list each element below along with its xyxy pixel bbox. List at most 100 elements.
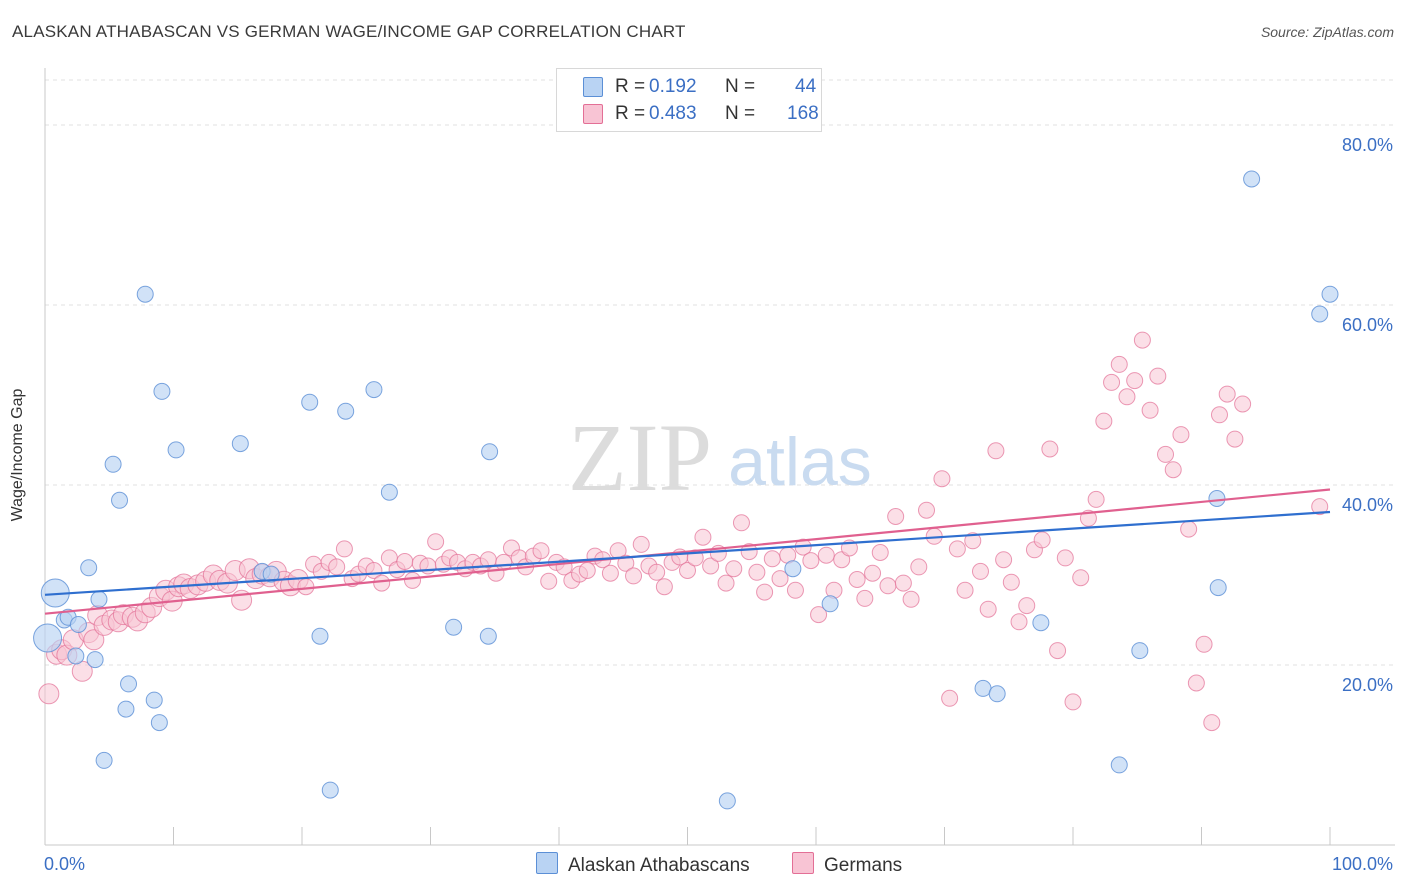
germans-point [856, 589, 874, 607]
germans-point [1180, 520, 1198, 538]
germans-point [1010, 613, 1028, 631]
germans-point [948, 540, 966, 558]
germans-point [1172, 426, 1190, 444]
athabascans-point [1032, 614, 1050, 632]
germans-point [396, 553, 414, 570]
germans-point [578, 562, 596, 579]
germans-point [1056, 549, 1074, 567]
athabascans-point [104, 455, 122, 473]
germans-point [540, 572, 558, 590]
athabascans-point [90, 590, 108, 608]
bottom-legend-label: Germans [824, 855, 903, 876]
germans-point [995, 551, 1013, 569]
germans-point [1311, 498, 1329, 516]
germans-point [748, 563, 766, 581]
watermark: ZIP atlas [568, 404, 872, 511]
germans-point [373, 574, 391, 592]
germans-point [1157, 445, 1175, 463]
athabascans-point [150, 714, 168, 732]
germans-point [902, 590, 920, 608]
bottom-legend-label: Alaskan Athabascans [568, 855, 750, 876]
x-tick-label: 100.0% [1332, 854, 1393, 874]
germans-point [1018, 597, 1036, 615]
germans-point [956, 581, 974, 599]
athabascans-point [95, 751, 113, 769]
germans-point [971, 562, 989, 580]
germans-point [632, 535, 650, 553]
correlation-legend: R = 0.192 N = 44 R = 0.483 N = 168 [556, 68, 822, 132]
germans-point [910, 558, 928, 576]
legend-swatch-pink [583, 104, 603, 124]
germans-point [979, 600, 997, 618]
series-germans-points [38, 331, 1329, 732]
athabascans-point [136, 285, 154, 303]
athabascans-point [337, 402, 355, 420]
series-athabascans-points [33, 170, 1339, 810]
germans-point [297, 578, 315, 596]
athabascans-point [33, 623, 63, 653]
legend-swatch-blue [583, 77, 603, 97]
athabascans-point [988, 685, 1006, 703]
germans-point [1064, 693, 1082, 711]
germans-point [335, 540, 353, 558]
germans-point [933, 470, 951, 488]
germans-point [871, 544, 889, 561]
germans-point [786, 581, 804, 599]
germans-point [404, 571, 422, 589]
bottom-legend-swatch-pink [792, 852, 814, 874]
germans-point [1226, 430, 1244, 448]
watermark-atlas: atlas [728, 424, 872, 500]
athabascans-point [111, 491, 129, 509]
tick-labels: 20.0% 40.0% 60.0% 80.0% 0.0% 100.0% [44, 135, 1393, 874]
athabascans-point [481, 443, 499, 461]
germans-point [887, 508, 905, 525]
legend-r-label: R = [615, 76, 646, 97]
germans-point [941, 689, 959, 707]
germans-point [617, 554, 635, 572]
athabascans-point [1311, 305, 1329, 323]
athabascans-point [120, 675, 138, 693]
germans-point [771, 570, 789, 588]
trend-lines [44, 488, 1331, 615]
chart-title: ALASKAN ATHABASCAN VS GERMAN WAGE/INCOME… [12, 22, 686, 41]
legend-r-label: R = [615, 103, 646, 124]
y-tick-label: 60.0% [1342, 315, 1393, 335]
germans-point [1095, 412, 1113, 430]
germans-point [419, 557, 437, 575]
germans-point [918, 501, 936, 519]
germans-point [1033, 531, 1051, 549]
germans-point [1210, 406, 1228, 424]
germans-point [756, 583, 774, 601]
athabascans-point [479, 627, 497, 645]
germans-point [1149, 367, 1167, 385]
germans-point [763, 550, 781, 568]
germans-point [717, 574, 735, 592]
germans-point [83, 629, 105, 651]
germans-point [1195, 635, 1213, 653]
y-tick-label: 40.0% [1342, 495, 1393, 515]
germans-point [1164, 461, 1182, 479]
athabascans-point [1321, 285, 1339, 303]
germans-point [833, 551, 851, 569]
germans-point [1133, 331, 1151, 349]
germans-point [725, 560, 743, 578]
germans-point [894, 574, 912, 592]
germans-point [38, 683, 60, 705]
germans-point [740, 543, 758, 561]
germans-point [1126, 372, 1144, 390]
axes [44, 68, 1395, 846]
athabascans-point [67, 647, 85, 665]
athabascans-point [784, 560, 802, 578]
chart-source: Source: ZipAtlas.com [1260, 24, 1394, 40]
germans-point [1187, 674, 1205, 692]
athabascans-point [821, 595, 839, 613]
athabascans-point [1208, 490, 1226, 507]
athabascans-point [380, 483, 398, 501]
germans-point [427, 533, 445, 551]
athabascans-point [153, 382, 171, 400]
germans-point [328, 558, 346, 576]
legend-n-value: 168 [787, 103, 819, 124]
germans-point [987, 442, 1005, 460]
athabascans-point [80, 559, 98, 577]
athabascans-point [231, 435, 249, 453]
